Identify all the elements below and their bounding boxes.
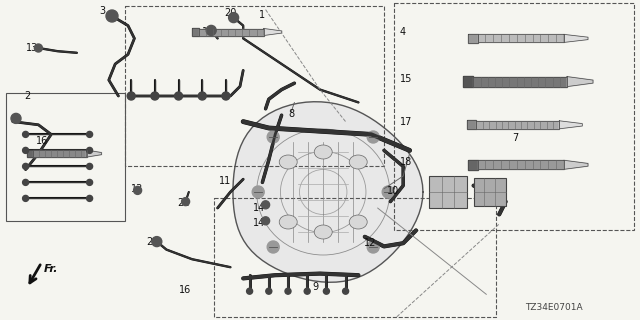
Text: 18: 18	[400, 157, 412, 167]
Text: 3: 3	[99, 6, 106, 16]
Circle shape	[134, 186, 141, 194]
Text: 7: 7	[512, 133, 518, 143]
Text: 14: 14	[253, 203, 266, 213]
Circle shape	[262, 217, 269, 225]
Text: 5: 5	[438, 181, 445, 191]
Text: 17: 17	[400, 117, 412, 127]
Circle shape	[262, 201, 269, 209]
Bar	[394, 3, 634, 230]
Circle shape	[86, 196, 93, 201]
Polygon shape	[86, 150, 102, 157]
Circle shape	[22, 164, 29, 169]
Polygon shape	[463, 76, 474, 87]
Ellipse shape	[314, 225, 332, 239]
Polygon shape	[564, 35, 588, 43]
Circle shape	[127, 92, 135, 100]
Circle shape	[342, 288, 349, 294]
Text: 13: 13	[26, 43, 38, 53]
Bar	[214, 198, 496, 317]
Text: 4: 4	[400, 27, 406, 37]
Circle shape	[198, 92, 206, 100]
Circle shape	[35, 44, 42, 52]
Text: 16: 16	[179, 285, 191, 295]
Text: 6: 6	[481, 178, 488, 188]
Bar	[474, 178, 506, 206]
Text: 13: 13	[131, 184, 143, 194]
Polygon shape	[477, 35, 564, 43]
Polygon shape	[33, 150, 86, 157]
Text: 1: 1	[259, 10, 266, 20]
Text: TZ34E0701A: TZ34E0701A	[525, 303, 582, 312]
Circle shape	[382, 186, 394, 198]
Polygon shape	[26, 150, 33, 157]
Circle shape	[182, 198, 189, 206]
Circle shape	[86, 148, 93, 153]
Polygon shape	[559, 121, 582, 129]
Text: 16: 16	[36, 136, 48, 146]
Circle shape	[268, 241, 279, 253]
Text: 2: 2	[24, 91, 31, 101]
Polygon shape	[468, 160, 477, 170]
Bar	[6, 93, 125, 221]
Ellipse shape	[314, 145, 332, 159]
Circle shape	[22, 132, 29, 137]
Polygon shape	[477, 160, 564, 169]
Circle shape	[323, 288, 330, 294]
Bar	[429, 176, 467, 208]
Circle shape	[22, 196, 29, 201]
Polygon shape	[477, 121, 559, 129]
Text: 20: 20	[146, 237, 158, 247]
Circle shape	[367, 131, 379, 143]
Circle shape	[86, 180, 93, 185]
Circle shape	[86, 132, 93, 137]
Circle shape	[151, 92, 159, 100]
Polygon shape	[467, 120, 477, 129]
Polygon shape	[567, 76, 593, 87]
Circle shape	[268, 131, 279, 143]
Circle shape	[22, 180, 29, 185]
Ellipse shape	[349, 215, 367, 229]
Text: 20: 20	[224, 8, 236, 18]
Text: 19: 19	[202, 27, 214, 37]
Polygon shape	[199, 28, 264, 36]
Circle shape	[106, 10, 118, 22]
Ellipse shape	[349, 155, 367, 169]
Text: Fr.: Fr.	[44, 264, 58, 274]
Circle shape	[228, 12, 239, 23]
Polygon shape	[468, 34, 477, 43]
Text: 8: 8	[288, 109, 294, 119]
Circle shape	[246, 288, 253, 294]
Text: 15: 15	[400, 74, 412, 84]
Circle shape	[86, 164, 93, 169]
Circle shape	[206, 25, 216, 36]
Polygon shape	[233, 102, 423, 282]
Text: 11: 11	[219, 176, 231, 186]
Polygon shape	[474, 76, 567, 87]
Circle shape	[11, 113, 21, 124]
Circle shape	[285, 288, 291, 294]
Circle shape	[304, 288, 310, 294]
Circle shape	[367, 241, 379, 253]
Text: 12: 12	[364, 238, 376, 248]
Polygon shape	[192, 28, 199, 36]
Text: 14: 14	[253, 218, 266, 228]
Polygon shape	[564, 160, 588, 169]
Ellipse shape	[279, 215, 297, 229]
Polygon shape	[264, 28, 282, 36]
Circle shape	[175, 92, 182, 100]
Text: 9: 9	[312, 282, 319, 292]
Circle shape	[152, 236, 162, 247]
Circle shape	[252, 186, 264, 198]
Circle shape	[222, 92, 230, 100]
Circle shape	[22, 148, 29, 153]
Ellipse shape	[279, 155, 297, 169]
Text: 21: 21	[177, 198, 189, 208]
Bar	[125, 6, 384, 166]
Text: 10: 10	[387, 186, 399, 196]
Circle shape	[266, 288, 272, 294]
